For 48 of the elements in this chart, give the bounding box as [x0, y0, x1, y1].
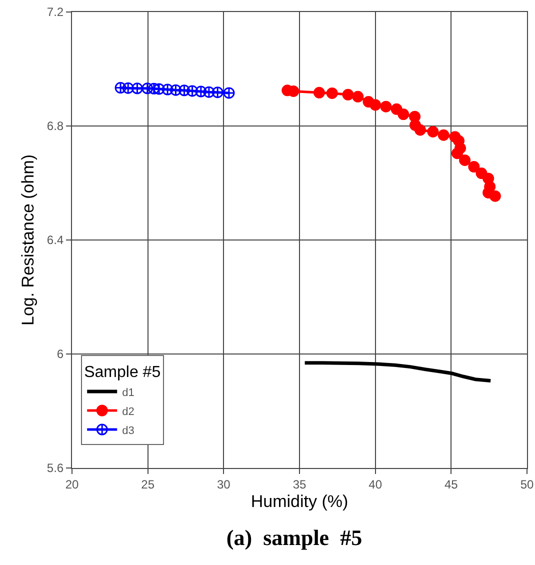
y-tick-label: 5.6 — [46, 461, 64, 476]
legend-title: Sample #5 — [84, 364, 161, 381]
x-tick-label: 20 — [65, 477, 79, 492]
point — [451, 148, 463, 160]
point — [438, 129, 450, 141]
point — [380, 100, 392, 112]
point — [186, 85, 198, 97]
point — [223, 87, 235, 99]
point — [153, 83, 165, 95]
y-tick-label: 6 — [56, 347, 64, 362]
x-axis-title: Humidity (%) — [250, 492, 348, 511]
point — [195, 86, 207, 98]
point — [489, 190, 501, 202]
x-tick-label: 35 — [292, 477, 306, 492]
point — [203, 86, 215, 98]
point — [352, 90, 364, 102]
y-tick-label: 6.8 — [46, 119, 64, 134]
point — [170, 84, 182, 96]
point — [148, 82, 160, 94]
point — [326, 87, 338, 99]
point — [459, 154, 471, 166]
point — [414, 124, 426, 136]
y-axis-title: Log. Resistance (ohm) — [18, 154, 38, 326]
point — [398, 108, 410, 120]
point — [427, 126, 439, 138]
y-tick-label: 7.2 — [46, 5, 64, 20]
point — [468, 161, 480, 172]
point — [142, 82, 154, 94]
legend-label: d3 — [122, 424, 134, 437]
point — [131, 82, 143, 94]
x-tick-label: 45 — [444, 477, 458, 492]
legend-label: d2 — [122, 406, 134, 418]
point — [162, 84, 174, 96]
line-series — [303, 361, 492, 383]
point — [114, 82, 126, 94]
x-tick-label: 40 — [368, 477, 382, 492]
x-tick-label: 50 — [520, 477, 534, 492]
text: (a) sample #5 — [226, 525, 362, 550]
point — [212, 86, 224, 98]
point — [122, 82, 134, 94]
point — [313, 86, 325, 98]
point — [342, 88, 354, 100]
y-tick-label: 6.4 — [46, 233, 64, 248]
legend-label: d1 — [122, 386, 134, 399]
point — [370, 99, 382, 111]
x-tick-label: 30 — [216, 477, 231, 492]
point — [178, 84, 190, 96]
x-tick-label: 25 — [141, 477, 155, 492]
